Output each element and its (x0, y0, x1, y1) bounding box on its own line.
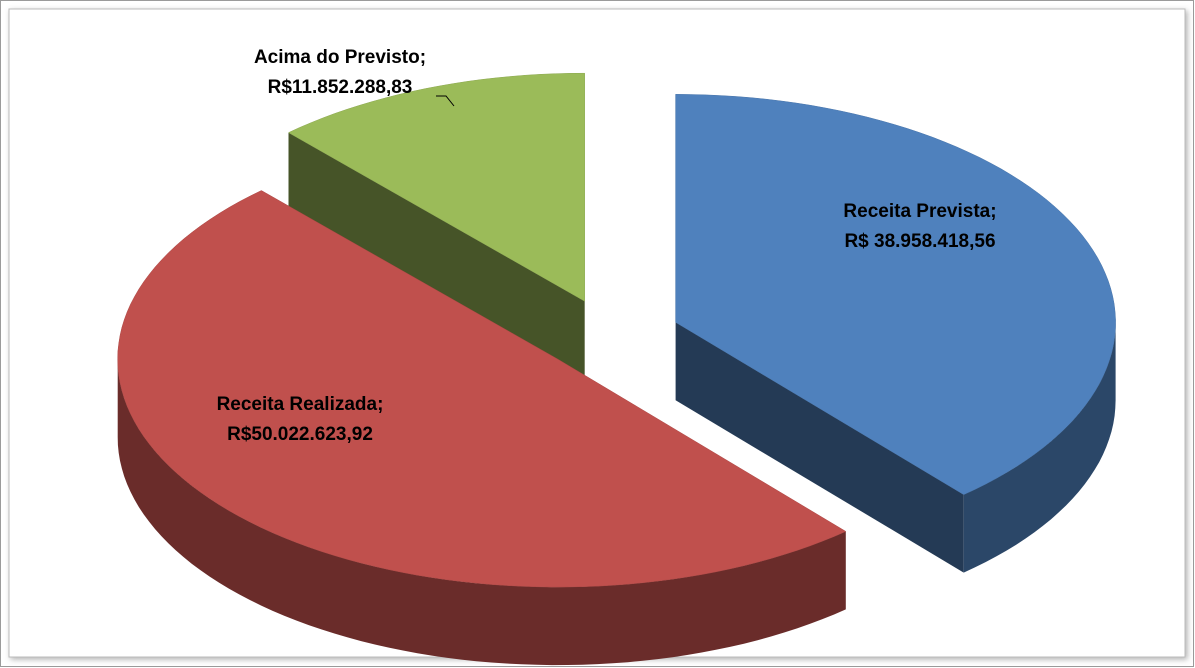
leader-line (436, 95, 455, 107)
labels: Receita Prevista; R$ 38.958.418,56 Receita… (217, 47, 997, 445)
pie (117, 72, 1116, 666)
slice (675, 94, 1116, 573)
data-label-value: R$ 38.958.418,56 (844, 231, 995, 252)
slice-top (117, 190, 847, 588)
data-label-name: Receita Prevista; (843, 201, 996, 222)
slice (117, 190, 847, 666)
data-label-name: Receita Realizada; (217, 394, 384, 415)
slice-top (287, 72, 585, 302)
data-label-value: R$11.852.288,83 (268, 77, 413, 98)
slice-top (675, 94, 1116, 495)
data-label-name: Acima do Previsto; (254, 47, 426, 68)
slice-rim (117, 359, 846, 666)
slice-side (288, 132, 585, 380)
slice-side (675, 322, 964, 573)
data-label-value: R$50.022.623,92 (227, 424, 373, 445)
slice-rim (963, 322, 1116, 573)
slice (287, 72, 585, 380)
